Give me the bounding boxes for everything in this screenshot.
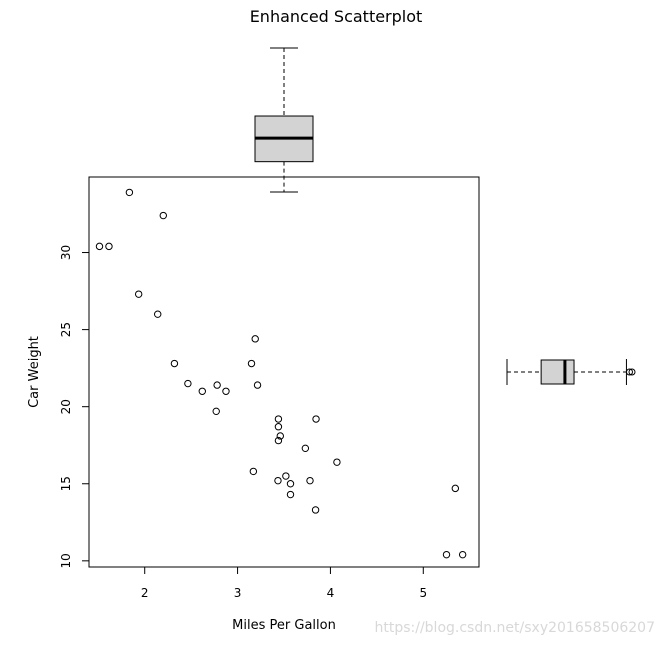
y-tick-label: 15 bbox=[59, 476, 73, 491]
data-point bbox=[184, 379, 192, 388]
data-point bbox=[274, 436, 283, 445]
data-point bbox=[274, 476, 282, 485]
y-axis-label: Car Weight bbox=[27, 336, 42, 408]
data-point bbox=[170, 359, 179, 368]
outlier-point bbox=[625, 368, 633, 376]
data-point bbox=[286, 490, 295, 499]
y-tick-label: 25 bbox=[59, 322, 73, 337]
plot-frame bbox=[88, 176, 480, 568]
x-axis: 2 3 4 5 bbox=[141, 567, 427, 600]
data-point bbox=[198, 387, 206, 395]
x-tick-label: 5 bbox=[419, 586, 427, 600]
iqr-box bbox=[540, 359, 575, 385]
data-point bbox=[306, 476, 314, 485]
data-point bbox=[95, 242, 104, 251]
data-point bbox=[276, 432, 284, 440]
y-axis: 10 15 20 25 30 bbox=[59, 245, 89, 568]
x-tick-label: 3 bbox=[234, 586, 242, 600]
y-marginal-boxplot bbox=[254, 47, 314, 193]
chart-title: Enhanced Scatterplot bbox=[250, 7, 423, 26]
data-point bbox=[451, 484, 460, 493]
data-point bbox=[274, 415, 283, 423]
data-point bbox=[333, 458, 341, 466]
data-point bbox=[312, 415, 320, 423]
data-point bbox=[311, 506, 320, 514]
data-point bbox=[282, 472, 290, 480]
data-point bbox=[251, 335, 259, 343]
data-point bbox=[249, 467, 258, 476]
data-point bbox=[247, 359, 256, 368]
x-axis-label: Miles Per Gallon bbox=[232, 618, 336, 633]
data-point bbox=[134, 290, 143, 298]
data-point bbox=[154, 310, 162, 318]
data-point bbox=[458, 550, 467, 559]
x-marginal-boxplot bbox=[506, 359, 636, 385]
data-point bbox=[213, 381, 221, 389]
data-point bbox=[301, 444, 310, 453]
data-point bbox=[442, 550, 451, 559]
data-point bbox=[105, 242, 113, 251]
x-tick-label: 4 bbox=[327, 586, 335, 600]
x-tick-label: 2 bbox=[141, 586, 149, 600]
data-point bbox=[253, 381, 262, 389]
outlier-point bbox=[628, 368, 636, 376]
data-point bbox=[212, 407, 220, 416]
scatter-points bbox=[95, 188, 467, 559]
data-point bbox=[274, 423, 283, 431]
y-tick-label: 10 bbox=[59, 553, 73, 568]
data-point bbox=[286, 480, 295, 488]
data-point bbox=[222, 387, 230, 395]
data-point bbox=[159, 211, 167, 220]
y-tick-label: 30 bbox=[59, 245, 73, 260]
data-point bbox=[125, 188, 134, 197]
watermark-text: https://blog.csdn.net/sxy201658506207 bbox=[374, 620, 655, 636]
y-tick-label: 20 bbox=[59, 399, 73, 414]
